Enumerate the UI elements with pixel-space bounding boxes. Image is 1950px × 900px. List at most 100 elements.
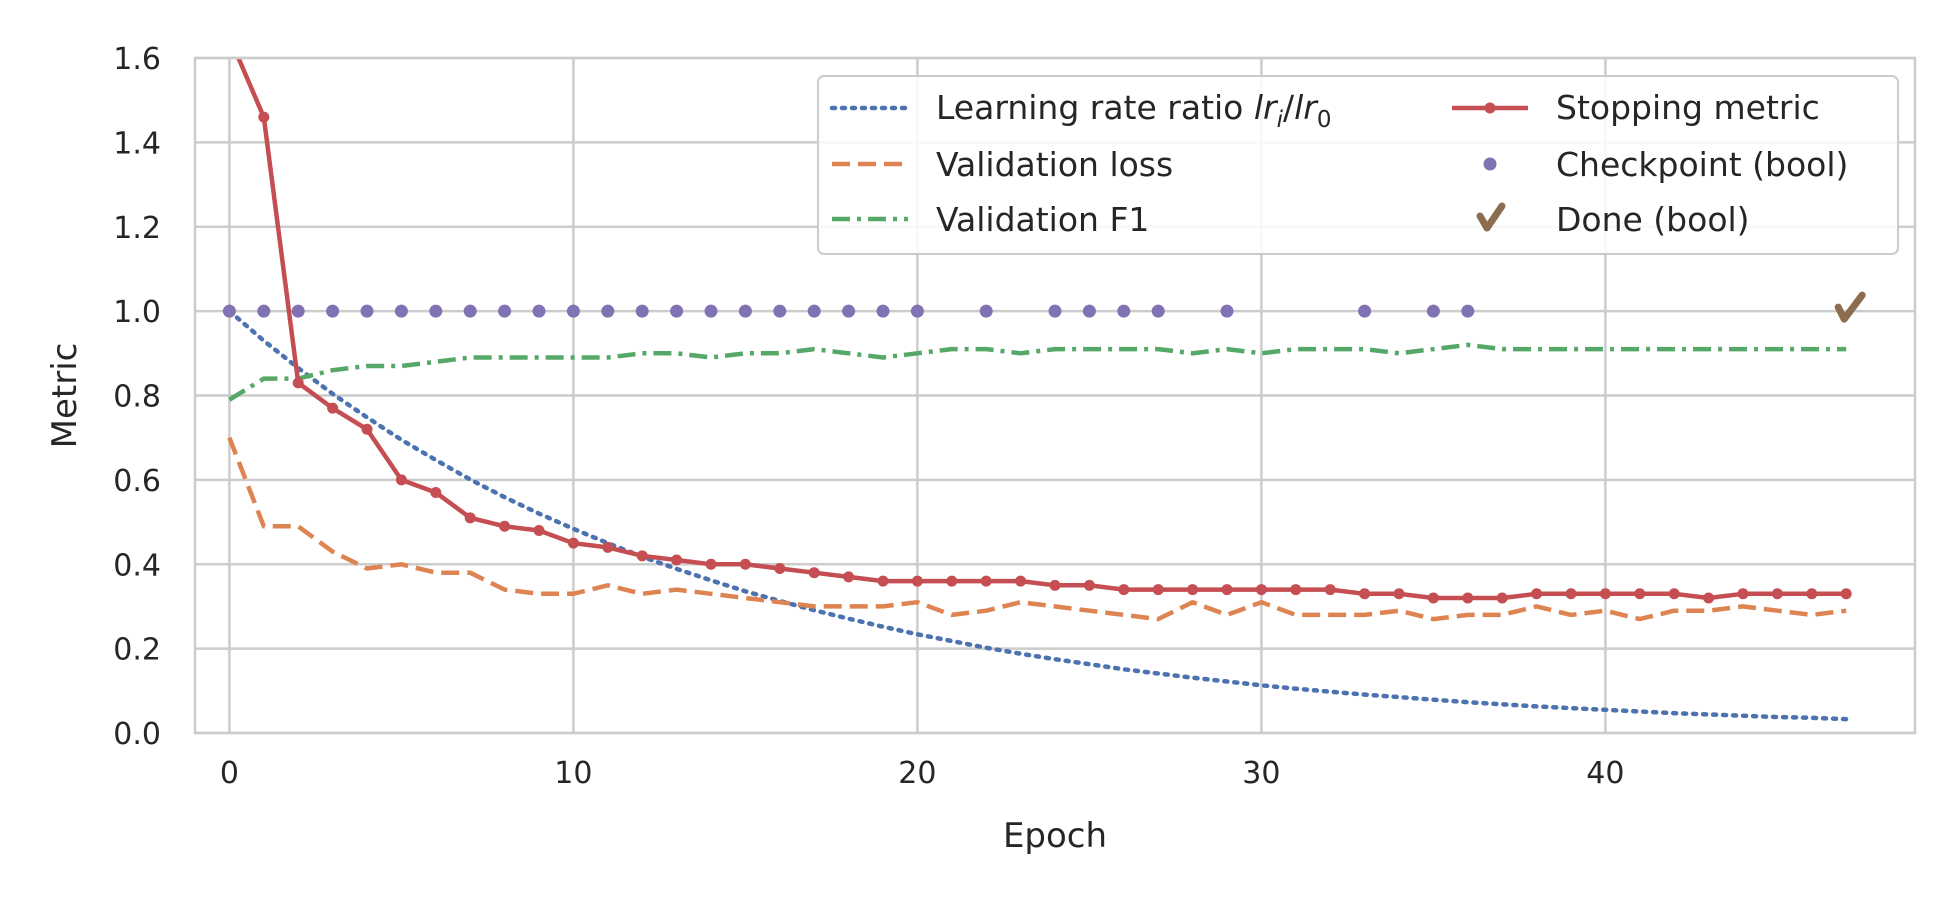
series-point-stop: [533, 525, 545, 536]
checkpoint-point: [326, 304, 340, 318]
checkpoint-point: [1082, 304, 1096, 318]
checkpoint-point: [1358, 304, 1372, 318]
checkpoint-point: [910, 304, 924, 318]
series-point-stop: [843, 571, 855, 583]
y-tick-label: 1.4: [113, 126, 161, 161]
checkpoint-point: [670, 304, 684, 318]
series-point-stop: [808, 567, 820, 579]
y-tick-label: 1.2: [113, 211, 161, 246]
series-point-stop: [361, 423, 373, 435]
series-point-stop: [911, 575, 923, 587]
series-point-stop: [395, 474, 407, 486]
y-tick-label: 0.8: [113, 380, 161, 415]
y-tick-label: 0.2: [113, 633, 161, 668]
checkpoint-point: [1461, 304, 1475, 318]
checkpoint-point: [807, 304, 821, 318]
series-point-stop: [1668, 588, 1680, 600]
checkpoint-point: [738, 304, 752, 318]
series-point-stop: [1496, 592, 1508, 604]
series-point-stop: [602, 541, 614, 553]
checkpoint-point: [222, 304, 236, 318]
series-point-stop: [1255, 584, 1267, 596]
checkpoint-point: [1220, 304, 1234, 318]
y-tick-label: 1.6: [113, 42, 161, 77]
checkpoint-point: [635, 304, 649, 318]
legend-swatch-ckpt: [1483, 157, 1497, 171]
checkpoint-point: [1426, 304, 1440, 318]
checkpoint-point: [979, 304, 993, 318]
checkpoint-point: [498, 304, 512, 318]
series-point-stop: [1737, 588, 1749, 600]
series-point-stop: [1462, 592, 1474, 604]
series-layer: [222, 31, 1852, 722]
series-point-stop: [430, 487, 442, 499]
series-point-stop: [1427, 592, 1439, 604]
checkpoint-point: [773, 304, 787, 318]
series-point-stop: [258, 111, 270, 123]
y-tick-label: 1.0: [113, 295, 161, 330]
legend-label-f1: Validation F1: [936, 200, 1149, 239]
x-tick-label: 10: [554, 756, 592, 791]
series-point-stop: [224, 31, 235, 42]
series-line-f1: [228, 342, 1847, 402]
series-point-stop: [946, 575, 958, 587]
checkpoint-point: [566, 304, 580, 318]
series-point-stop: [1049, 579, 1061, 591]
series-point-stop: [1324, 584, 1336, 596]
legend-lr-sub1: i: [1277, 107, 1284, 133]
series-point-stop: [1634, 588, 1646, 600]
legend: Learning rate ratio lri/lr0 Validation l…: [817, 75, 1899, 255]
series-point-stop: [739, 558, 751, 570]
x-tick-label: 30: [1242, 756, 1280, 791]
legend-lr-var2: lr: [1294, 88, 1319, 127]
y-tick-label: 0.4: [113, 548, 161, 583]
series-point-stop: [1221, 584, 1233, 596]
series-point-stop: [499, 520, 511, 532]
series-point-stop: [774, 562, 786, 574]
legend-swatch-stop-marker: [1484, 102, 1496, 114]
y-tick-label: 0.6: [113, 464, 161, 499]
y-tick-label: 0.0: [113, 717, 161, 752]
series-point-stop: [1393, 588, 1405, 600]
series-point-stop: [1531, 588, 1543, 600]
series-point-stop: [636, 550, 648, 562]
series-point-stop: [1359, 588, 1371, 600]
checkpoint-point: [1151, 304, 1165, 318]
series-point-stop: [464, 512, 476, 524]
legend-label-ckpt: Checkpoint (bool): [1556, 145, 1848, 184]
plot-frame: [193, 56, 1917, 735]
series-point-stop: [1840, 588, 1852, 600]
legend-lr-slash: /: [1283, 88, 1295, 127]
checkpoint-point: [1117, 304, 1131, 318]
series-point-stop: [1187, 584, 1199, 596]
series-line-lr: [227, 308, 1849, 722]
legend-label-done: Done (bool): [1556, 200, 1750, 239]
checkpoint-point: [704, 304, 718, 318]
series-point-stop: [1290, 584, 1302, 596]
checkpoint-point: [532, 304, 546, 318]
legend-lr-prefix: Learning rate ratio: [936, 88, 1254, 127]
done-marker: [1834, 291, 1866, 323]
legend-swatch-done: [1476, 202, 1506, 232]
legend-item-lr: Learning rate ratio lri/lr0: [829, 88, 1332, 133]
series-point-stop: [1806, 588, 1818, 600]
series-point-stop: [327, 402, 339, 414]
series-point-stop: [1599, 588, 1611, 600]
checkpoint-point: [291, 304, 305, 318]
x-tick-label: 0: [220, 756, 239, 791]
series-point-stop: [1083, 579, 1095, 591]
legend-label-stop: Stopping metric: [1556, 88, 1820, 127]
series-point-stop: [980, 575, 992, 587]
x-axis-label: Epoch: [1003, 816, 1107, 856]
legend-lr-var1: lr: [1254, 88, 1279, 127]
y-axis-label: Metric: [45, 343, 85, 449]
checkpoint-point: [360, 304, 374, 318]
series-point-stop: [1152, 584, 1164, 596]
checkpoint-point: [394, 304, 408, 318]
series-point-stop: [1118, 584, 1130, 596]
series-point-stop: [292, 377, 304, 389]
series-point-stop: [705, 558, 717, 570]
legend-lr-sub2: 0: [1317, 107, 1332, 133]
legend-item-stop: Stopping metric: [1452, 88, 1820, 127]
